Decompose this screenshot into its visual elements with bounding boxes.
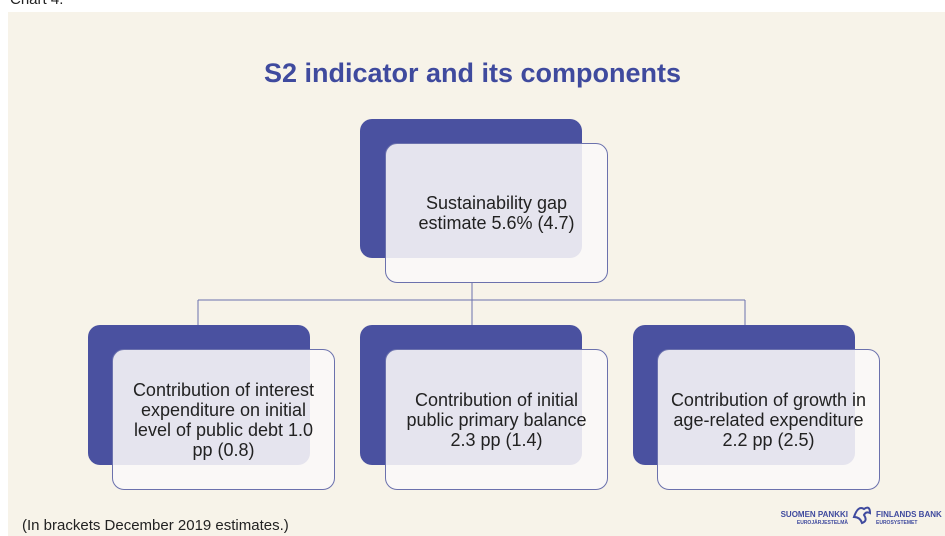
title: S2 indicator and its components xyxy=(263,58,682,88)
logo-text: FINLANDS BANK xyxy=(876,510,942,519)
footnote: (In brackets December 2019 estimates.) xyxy=(22,517,289,534)
child-node: Contribution of growth in age-related ex… xyxy=(657,349,880,490)
logo-text: SUOMEN PANKKI xyxy=(780,510,848,519)
child-node: Contribution of initial public primary b… xyxy=(385,349,608,490)
child-node: Contribution of interest expenditure on … xyxy=(112,349,335,490)
logo-left: SUOMEN PANKKI EUROJÄRJESTELMÄ xyxy=(768,510,848,528)
logo-emblem xyxy=(852,506,872,525)
chart-label: Chart 4. xyxy=(10,0,63,8)
logo-right: FINLANDS BANK EUROSYSTEMET xyxy=(876,510,942,528)
root-node: Sustainability gap estimate 5.6% (4.7) xyxy=(385,143,608,283)
logo-text: EUROSYSTEMET xyxy=(876,520,918,526)
logo-text: EUROJÄRJESTELMÄ xyxy=(796,520,848,526)
